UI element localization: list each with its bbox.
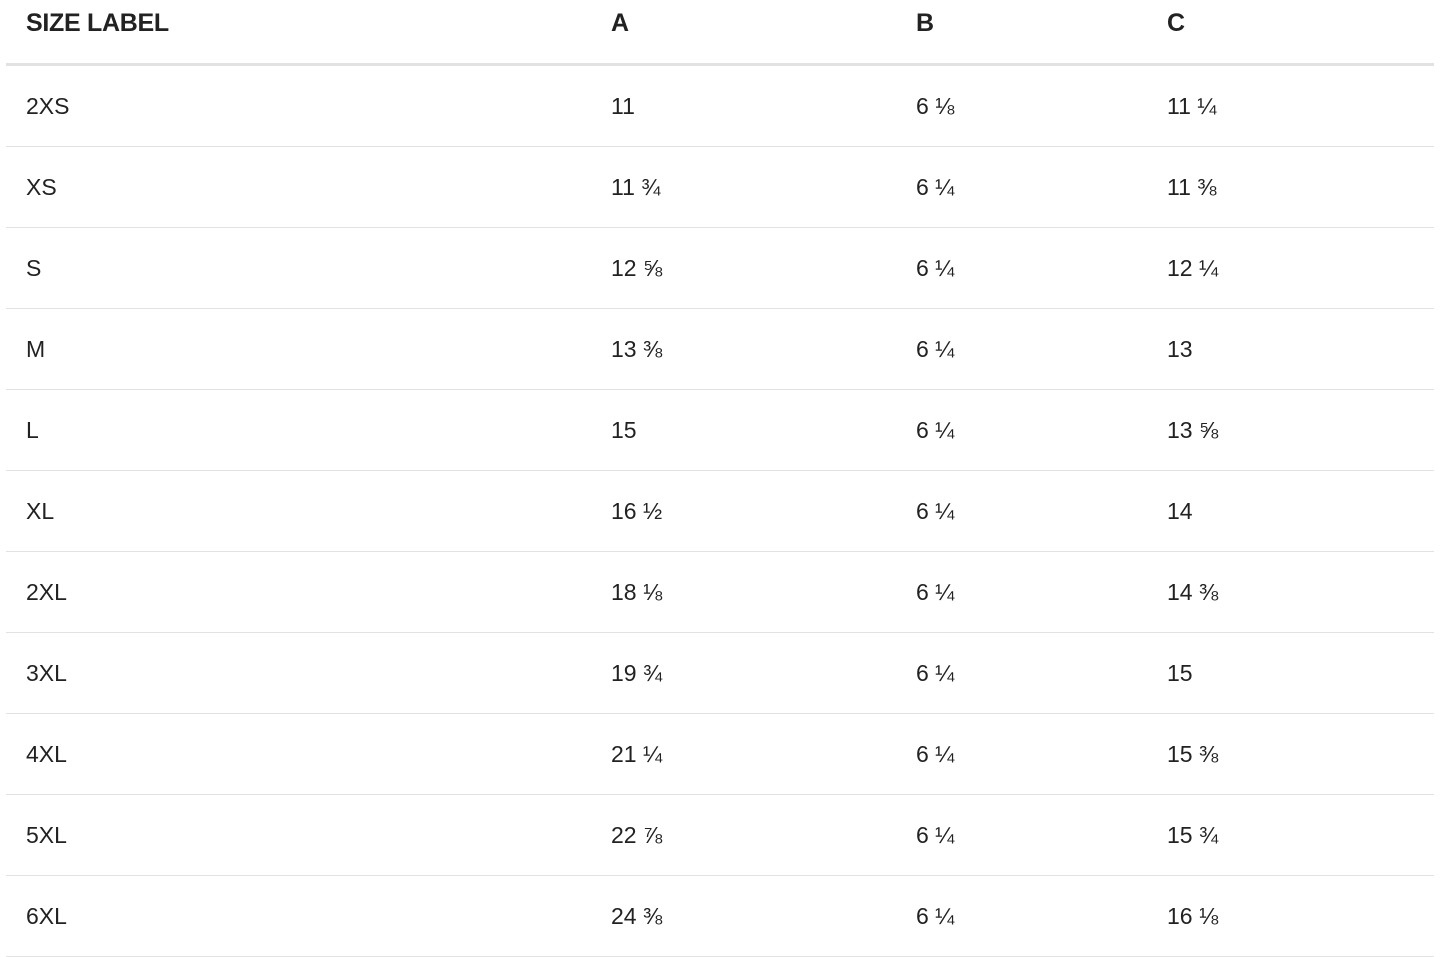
table-row: L 15 6 ¼ 13 ⅝ bbox=[6, 389, 1434, 471]
b-cell: 6 ¼ bbox=[916, 875, 1167, 957]
b-cell: 6 ⅛ bbox=[916, 64, 1167, 147]
size-cell: L bbox=[6, 389, 611, 471]
header-a: A bbox=[611, 0, 916, 66]
c-cell: 13 bbox=[1167, 308, 1434, 390]
table-row: 2XS 11 6 ⅛ 11 ¼ bbox=[6, 64, 1434, 147]
b-cell: 6 ¼ bbox=[916, 389, 1167, 471]
header-row: SIZE LABEL A B C bbox=[6, 0, 1434, 66]
a-cell: 18 ⅛ bbox=[611, 551, 916, 633]
b-cell: 6 ¼ bbox=[916, 227, 1167, 309]
b-cell: 6 ¼ bbox=[916, 794, 1167, 876]
header-size-label: SIZE LABEL bbox=[6, 0, 611, 66]
size-cell: XL bbox=[6, 470, 611, 552]
a-cell: 24 ⅜ bbox=[611, 875, 916, 957]
a-cell: 16 ½ bbox=[611, 470, 916, 552]
header-b: B bbox=[916, 0, 1167, 66]
c-cell: 14 bbox=[1167, 470, 1434, 552]
a-cell: 12 ⅝ bbox=[611, 227, 916, 309]
a-cell: 21 ¼ bbox=[611, 713, 916, 795]
b-cell: 6 ¼ bbox=[916, 632, 1167, 714]
a-cell: 11 ¾ bbox=[611, 146, 916, 228]
b-cell: 6 ¼ bbox=[916, 551, 1167, 633]
size-cell: 2XS bbox=[6, 64, 611, 147]
size-cell: 4XL bbox=[6, 713, 611, 795]
c-cell: 15 bbox=[1167, 632, 1434, 714]
a-cell: 11 bbox=[611, 64, 916, 147]
b-cell: 6 ¼ bbox=[916, 308, 1167, 390]
header-c: C bbox=[1167, 0, 1434, 66]
a-cell: 13 ⅜ bbox=[611, 308, 916, 390]
c-cell: 16 ⅛ bbox=[1167, 875, 1434, 957]
size-cell: 3XL bbox=[6, 632, 611, 714]
c-cell: 11 ⅜ bbox=[1167, 146, 1434, 228]
a-cell: 22 ⅞ bbox=[611, 794, 916, 876]
size-cell: XS bbox=[6, 146, 611, 228]
b-cell: 6 ¼ bbox=[916, 146, 1167, 228]
b-cell: 6 ¼ bbox=[916, 470, 1167, 552]
size-cell: 5XL bbox=[6, 794, 611, 876]
c-cell: 12 ¼ bbox=[1167, 227, 1434, 309]
size-cell: 2XL bbox=[6, 551, 611, 633]
c-cell: 13 ⅝ bbox=[1167, 389, 1434, 471]
c-cell: 14 ⅜ bbox=[1167, 551, 1434, 633]
size-cell: 6XL bbox=[6, 875, 611, 957]
b-cell: 6 ¼ bbox=[916, 713, 1167, 795]
c-cell: 11 ¼ bbox=[1167, 64, 1434, 147]
c-cell: 15 ¾ bbox=[1167, 794, 1434, 876]
a-cell: 15 bbox=[611, 389, 916, 471]
size-cell: S bbox=[6, 227, 611, 309]
c-cell: 15 ⅜ bbox=[1167, 713, 1434, 795]
a-cell: 19 ¾ bbox=[611, 632, 916, 714]
size-cell: M bbox=[6, 308, 611, 390]
